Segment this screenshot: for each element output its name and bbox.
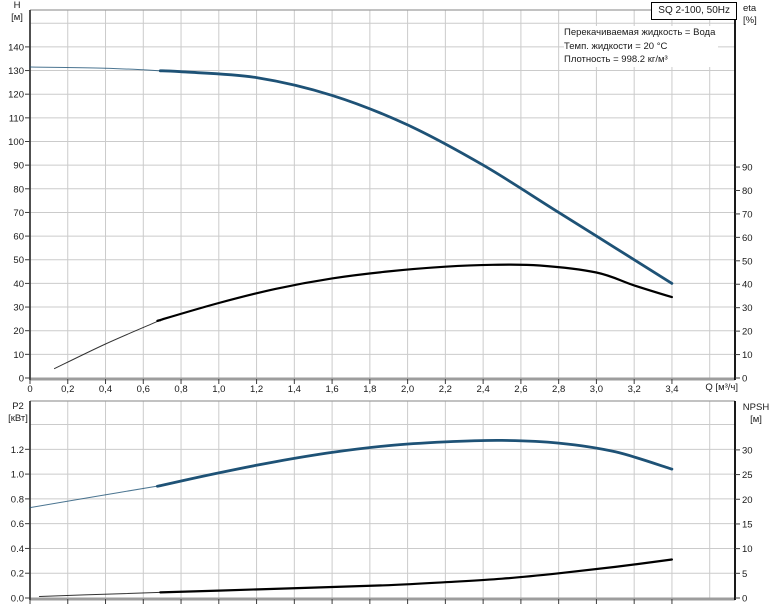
power-npsh-curve: 0.0 0.2 0.4 0.6 0.8 1.0 1.2 0 5 10 15 20 25 30 — [11, 400, 753, 605]
tick-label: 0.4 — [11, 544, 24, 555]
tick-label: 3,2 — [628, 384, 641, 395]
tick-label: 1,4 — [288, 384, 301, 395]
tick-label: 130 — [8, 66, 24, 77]
tick-label: 100 — [8, 137, 24, 148]
tick-label: 2,8 — [552, 384, 565, 395]
tick-label: 30 — [13, 303, 24, 314]
tick-label: 20 — [13, 326, 24, 337]
tick-label: 140 — [8, 42, 24, 53]
tick-label: 2,0 — [401, 384, 414, 395]
flow-axis-label: Q [м³/ч] — [705, 382, 738, 393]
tick-label: 10 — [742, 350, 753, 361]
tick-label: 0 — [19, 374, 24, 385]
tick-label: 1,6 — [325, 384, 338, 395]
tick-label: 120 — [8, 90, 24, 101]
tick-label: 2,6 — [514, 384, 527, 395]
tick-label: 30 — [742, 303, 753, 314]
series-p2-curve — [29, 438, 674, 509]
tick-label: 60 — [742, 233, 753, 244]
head-axis-label: H [м] — [0, 0, 34, 23]
tick-label: 0,2 — [61, 384, 74, 395]
tick-label: 40 — [13, 279, 24, 290]
tick-label: 0 — [27, 384, 32, 395]
head-axis-unit: [м] — [11, 11, 23, 23]
tick-label: 2,2 — [439, 384, 452, 395]
tick-label: 25 — [742, 470, 753, 481]
tick-label: 110 — [9, 113, 24, 124]
tick-label: 0,8 — [174, 384, 187, 395]
info-temperature: Темп. жидкости = 20 °C — [564, 40, 668, 52]
tick-label: 90 — [742, 163, 753, 174]
npsh-axis-unit: [м] — [750, 413, 762, 425]
tick-label: 10 — [13, 350, 24, 361]
tick-label: 1.0 — [11, 470, 24, 481]
tick-label: 80 — [742, 186, 753, 197]
tick-label: 10 — [742, 544, 753, 555]
liquid-info-block: Перекачиваемая жидкость = Вода Темп. жид… — [564, 26, 719, 67]
series-eta-curve — [54, 263, 673, 370]
npsh-axis-label: NPSH [м] — [738, 402, 774, 425]
tick-label: 50 — [13, 255, 24, 266]
plot-border — [29, 9, 736, 381]
tick-label: 0 — [742, 594, 747, 605]
tick-label: 1,8 — [363, 384, 376, 395]
tick-label: 20 — [742, 327, 753, 338]
info-liquid: Перекачиваемая жидкость = Вода — [564, 27, 716, 38]
tick-label: 0,4 — [99, 384, 112, 395]
tick-label: 60 — [13, 232, 24, 243]
performance-curve: 0 10 20 30 40 50 60 70 80 90 100 110 120 130 140 0 10 20 3… — [8, 9, 753, 395]
eta-axis-unit: [%] — [743, 14, 757, 26]
npsh-axis-title: NPSH — [742, 402, 770, 413]
power-axis-title: P2 — [12, 401, 24, 412]
tick-label: 50 — [742, 256, 753, 267]
power-axis-label: P2 [кВт] — [0, 401, 36, 424]
tick-label: 3,0 — [590, 384, 603, 395]
left-axis-ticks: 0.0 0.2 0.4 0.6 0.8 1.0 1.2 — [11, 445, 30, 605]
grid-lines — [30, 10, 735, 378]
tick-label: 2,4 — [477, 384, 490, 395]
right-axis-ticks: 0 10 20 30 40 50 60 70 80 90 — [735, 163, 753, 385]
tick-label: 5 — [742, 569, 747, 580]
info-density: Плотность = 998.2 кг/м³ — [564, 54, 668, 65]
tick-label: 1,0 — [212, 384, 225, 395]
tick-label: 0,6 — [137, 384, 150, 395]
tick-label: 3,4 — [665, 384, 678, 395]
series-npsh-curve — [38, 558, 673, 597]
pump-title-box: SQ 2-100, 50Hz — [651, 2, 737, 20]
x-axis-ticks: 0 0,2 0,4 0,6 0,8 1,0 1,2 1,4 1,6 1,8 2,0 2,2 2,4 2,6… — [27, 379, 679, 395]
left-axis-ticks: 0 10 20 30 40 50 60 70 80 90 100 110 120 130 140 — [8, 42, 30, 385]
eta-axis-title: eta — [743, 3, 757, 14]
tick-label: 70 — [13, 208, 24, 219]
series-h-curve — [29, 66, 674, 285]
tick-label: 0.2 — [11, 569, 24, 580]
tick-label: 40 — [742, 280, 753, 291]
right-axis-ticks: 0 5 10 15 20 25 30 — [735, 445, 753, 605]
tick-label: 20 — [742, 495, 753, 506]
head-axis-title: H — [13, 0, 21, 11]
tick-label: 0.6 — [11, 519, 24, 530]
grid-lines — [30, 401, 735, 598]
tick-label: 0.8 — [11, 494, 24, 505]
x-axis-ticks — [29, 599, 673, 604]
tick-label: 90 — [13, 161, 24, 172]
plot-border — [29, 400, 736, 601]
eta-axis-label: eta [%] — [741, 3, 773, 26]
tick-label: 80 — [13, 184, 24, 195]
tick-label: 30 — [742, 445, 753, 456]
tick-label: 1.2 — [11, 445, 24, 456]
tick-label: 0.0 — [11, 594, 24, 605]
tick-label: 1,2 — [250, 384, 263, 395]
power-axis-unit: [кВт] — [8, 412, 28, 424]
tick-label: 15 — [742, 519, 753, 530]
tick-label: 0 — [742, 374, 747, 385]
tick-label: 70 — [742, 209, 753, 220]
